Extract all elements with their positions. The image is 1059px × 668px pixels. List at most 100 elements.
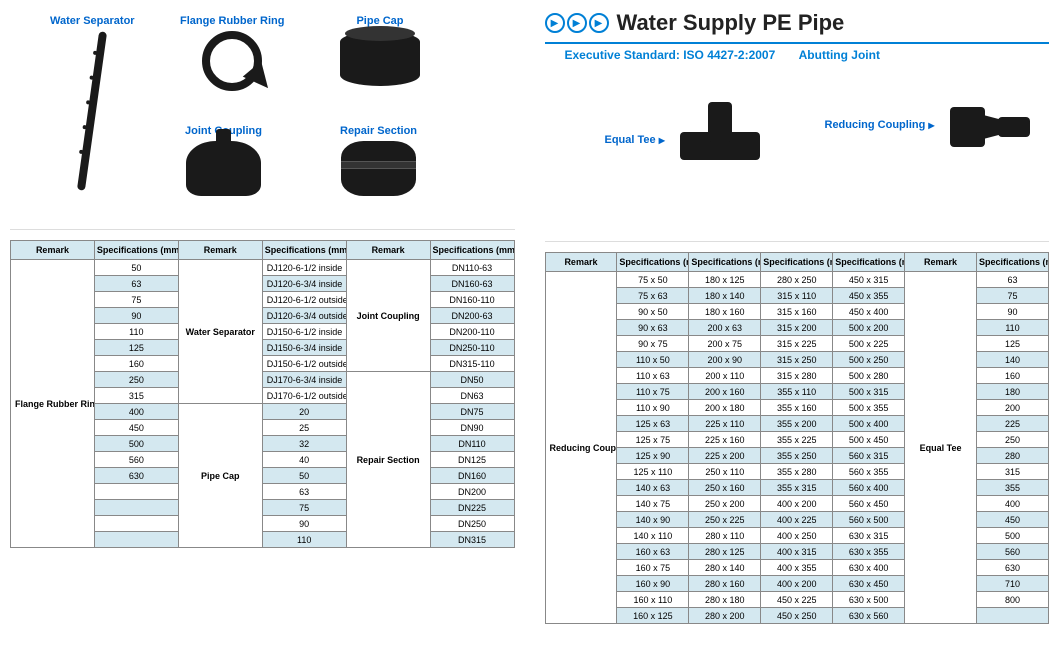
table-cell: 450 x 225 — [761, 592, 833, 608]
table-cell: 450 x 400 — [833, 304, 905, 320]
table-cell: 400 x 355 — [761, 560, 833, 576]
table-cell: 200 x 110 — [689, 368, 761, 384]
table-cell: 500 x 280 — [833, 368, 905, 384]
table-cell: 32 — [262, 436, 346, 452]
table-cell: 500 x 400 — [833, 416, 905, 432]
table-cell: 110 — [977, 320, 1049, 336]
table-cell: 560 x 400 — [833, 480, 905, 496]
table-cell — [94, 516, 178, 532]
table-cell: 200 x 75 — [689, 336, 761, 352]
table-cell: 160 x 75 — [617, 560, 689, 576]
table-cell: DN160-63 — [430, 276, 514, 292]
table-cell: 560 x 355 — [833, 464, 905, 480]
table-cell: 400 x 200 — [761, 496, 833, 512]
table-cell: 355 x 250 — [761, 448, 833, 464]
table-cell: DN110 — [430, 436, 514, 452]
table-cell: DN225 — [430, 500, 514, 516]
item-pipe-cap: Pipe Cap — [340, 15, 420, 86]
col-header: Specifications (mm) — [617, 253, 689, 272]
col-header: Specifications (mm) — [689, 253, 761, 272]
table-cell: 450 x 355 — [833, 288, 905, 304]
table-cell — [977, 608, 1049, 624]
table-cell: 280 x 110 — [689, 528, 761, 544]
table-cell: 90 — [94, 308, 178, 324]
table-cell: 140 x 110 — [617, 528, 689, 544]
item-label: Repair Section — [340, 125, 417, 137]
table-cell: 400 x 250 — [761, 528, 833, 544]
table-cell: 400 — [977, 496, 1049, 512]
table-cell: 400 x 200 — [761, 576, 833, 592]
table-cell: 500 x 225 — [833, 336, 905, 352]
table-cell: 63 — [94, 276, 178, 292]
remark-cell: Repair Section — [346, 372, 430, 548]
table-cell: 225 x 200 — [689, 448, 761, 464]
item-label: Reducing Coupling ▶ — [825, 119, 935, 131]
table-cell: DJ150-6-1/2 outside — [262, 356, 346, 372]
remark-cell: Water Separator — [178, 260, 262, 404]
joint-coupling-icon — [186, 141, 261, 196]
col-header: Remark — [11, 241, 95, 260]
table-cell: 140 x 75 — [617, 496, 689, 512]
col-header: Specifications (mm) — [430, 241, 514, 260]
col-header: Specifications (mm) — [977, 253, 1049, 272]
table-cell: 560 x 450 — [833, 496, 905, 512]
remark-cell: Equal Tee — [905, 272, 977, 624]
table-cell: 500 x 315 — [833, 384, 905, 400]
table-cell: 160 x 110 — [617, 592, 689, 608]
table-cell: 630 x 315 — [833, 528, 905, 544]
table-cell: 160 x 125 — [617, 608, 689, 624]
table-cell: 560 — [977, 544, 1049, 560]
table-cell: 110 x 75 — [617, 384, 689, 400]
table-cell: DN90 — [430, 420, 514, 436]
table-cell: 355 x 200 — [761, 416, 833, 432]
remark-cell: Flange Rubber Ring — [11, 260, 95, 548]
table-cell: 160 — [94, 356, 178, 372]
nav-next-icon[interactable]: ▶ — [589, 13, 609, 33]
table-cell: 250 — [94, 372, 178, 388]
nav-current-icon[interactable]: ▶ — [567, 13, 587, 33]
table-cell: DN250-110 — [430, 340, 514, 356]
table-cell: 225 x 110 — [689, 416, 761, 432]
table-cell: 280 x 125 — [689, 544, 761, 560]
right-items-area: Equal Tee ▶ Reducing Coupling ▶ — [545, 72, 1050, 242]
table-cell: DN50 — [430, 372, 514, 388]
table-cell: 355 x 225 — [761, 432, 833, 448]
table-cell: 63 — [262, 484, 346, 500]
table-cell: 630 x 560 — [833, 608, 905, 624]
right-panel: ▶ ▶ ▶ Water Supply PE Pipe Executive Sta… — [545, 10, 1050, 658]
table-cell: 280 x 140 — [689, 560, 761, 576]
table-cell: 200 x 63 — [689, 320, 761, 336]
table-cell: DJ150-6-3/4 inside — [262, 340, 346, 356]
left-panel: Water Separator Flange Rubber Ring Pipe — [10, 10, 515, 658]
table-cell: DN250 — [430, 516, 514, 532]
table-cell: 90 x 75 — [617, 336, 689, 352]
table-cell: 450 x 250 — [761, 608, 833, 624]
table-cell: 90 — [977, 304, 1049, 320]
table-cell: 125 — [977, 336, 1049, 352]
table-cell: DN200 — [430, 484, 514, 500]
col-header: Specifications (mm) — [761, 253, 833, 272]
table-cell: DJ120-6-3/4 outside — [262, 308, 346, 324]
repair-section-icon — [341, 141, 416, 196]
table-cell: 250 x 200 — [689, 496, 761, 512]
table-cell: 50 — [262, 468, 346, 484]
table-cell: 450 x 315 — [833, 272, 905, 288]
arrow-icon: ▶ — [659, 136, 665, 145]
nav-prev-icon[interactable]: ▶ — [545, 13, 565, 33]
item-reducing-coupling: Reducing Coupling ▶ — [825, 102, 1030, 152]
table-cell: DJ120-6-1/2 outside — [262, 292, 346, 308]
table-cell: 280 x 180 — [689, 592, 761, 608]
table-cell: 630 x 450 — [833, 576, 905, 592]
table-cell: 315 x 225 — [761, 336, 833, 352]
pipe-cap-icon — [340, 31, 420, 86]
table-cell: 125 — [94, 340, 178, 356]
table-cell: 225 x 160 — [689, 432, 761, 448]
table-cell: DN75 — [430, 404, 514, 420]
table-cell: 125 x 63 — [617, 416, 689, 432]
table-cell: 630 — [977, 560, 1049, 576]
table-cell: 630 x 500 — [833, 592, 905, 608]
table-cell: 315 — [977, 464, 1049, 480]
col-header: Remark — [178, 241, 262, 260]
table-cell: 560 — [94, 452, 178, 468]
table-cell: 250 x 160 — [689, 480, 761, 496]
